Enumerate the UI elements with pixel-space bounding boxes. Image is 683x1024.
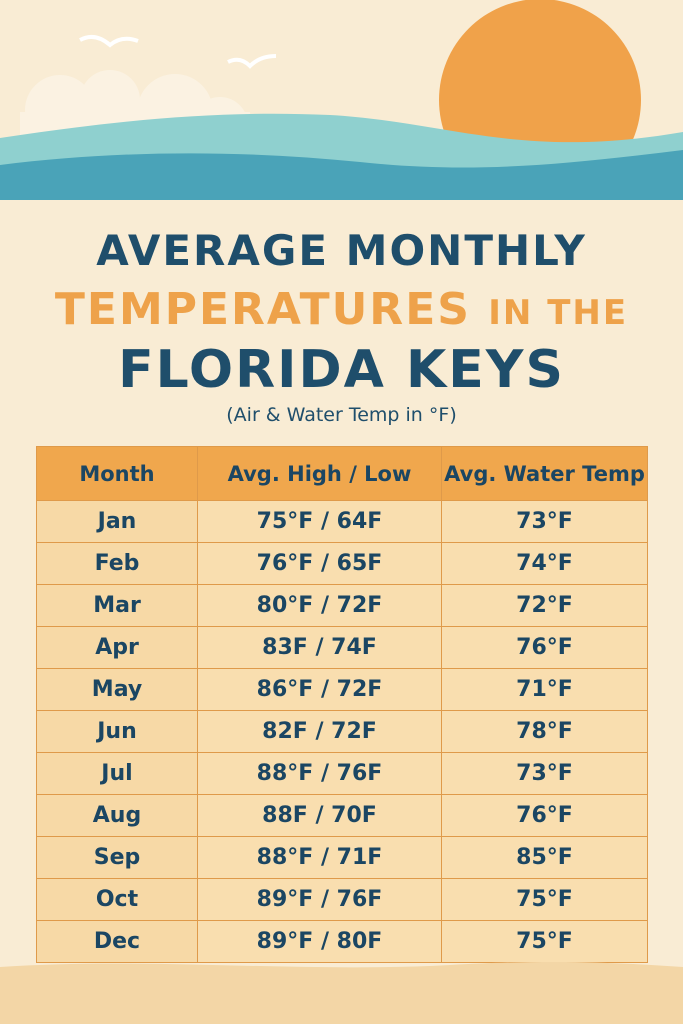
cell-month: Apr [36,626,198,669]
sand-illustration [0,961,683,1024]
table-row: May 86°F / 72F 71°F [36,668,648,711]
temperature-table: Month Avg. High / Low Avg. Water Temp Ja… [36,446,648,963]
cell-water-temp: 75°F [441,920,648,963]
cell-high-low: 76°F / 65F [197,542,442,585]
title-temperatures: TEMPERATURES [54,284,471,335]
table-row: Jan 75°F / 64F 73°F [36,500,648,543]
cell-high-low: 82F / 72F [197,710,442,753]
cell-high-low: 80°F / 72F [197,584,442,627]
title-line-2: TEMPERATURES IN THE [0,284,683,335]
cell-month: Sep [36,836,198,879]
cell-high-low: 88°F / 76F [197,752,442,795]
header-month: Month [36,446,198,501]
cell-month: Jan [36,500,198,543]
table-row: Jun 82F / 72F 78°F [36,710,648,753]
cell-water-temp: 71°F [441,668,648,711]
cell-water-temp: 73°F [441,500,648,543]
beach-scene-illustration [0,0,683,210]
cell-water-temp: 73°F [441,752,648,795]
title-line-3: FLORIDA KEYS [118,340,565,400]
header-water-temp: Avg. Water Temp [441,446,648,501]
cell-water-temp: 76°F [441,626,648,669]
bird-icon [227,54,277,69]
table-row: Oct 89°F / 76F 75°F [36,878,648,921]
table-row: Mar 80°F / 72F 72°F [36,584,648,627]
table-row: Sep 88°F / 71F 85°F [36,836,648,879]
cell-high-low: 88°F / 71F [197,836,442,879]
bird-icon [79,34,139,48]
cell-water-temp: 72°F [441,584,648,627]
cell-high-low: 88F / 70F [197,794,442,837]
subtitle: (Air & Water Temp in °F) [226,404,457,426]
table-row: Feb 76°F / 65F 74°F [36,542,648,585]
title-in-the: IN THE [488,293,629,333]
cell-high-low: 75°F / 64F [197,500,442,543]
cell-high-low: 89°F / 76F [197,878,442,921]
cell-high-low: 86°F / 72F [197,668,442,711]
cell-water-temp: 76°F [441,794,648,837]
table-row: Jul 88°F / 76F 73°F [36,752,648,795]
cell-high-low: 83F / 74F [197,626,442,669]
table-row: Dec 89°F / 80F 75°F [36,920,648,963]
cell-water-temp: 74°F [441,542,648,585]
table-row: Apr 83F / 74F 76°F [36,626,648,669]
cell-month: May [36,668,198,711]
cell-high-low: 89°F / 80F [197,920,442,963]
cell-month: Feb [36,542,198,585]
cell-month: Jun [36,710,198,753]
wave-dark [0,150,683,210]
cell-month: Aug [36,794,198,837]
cell-month: Mar [36,584,198,627]
cell-water-temp: 75°F [441,878,648,921]
header-high-low: Avg. High / Low [197,446,442,501]
title-line-1: AVERAGE MONTHLY [96,226,587,275]
cell-month: Dec [36,920,198,963]
cell-water-temp: 78°F [441,710,648,753]
cell-month: Oct [36,878,198,921]
cell-water-temp: 85°F [441,836,648,879]
cell-month: Jul [36,752,198,795]
table-row: Aug 88F / 70F 76°F [36,794,648,837]
table-header-row: Month Avg. High / Low Avg. Water Temp [36,446,648,501]
